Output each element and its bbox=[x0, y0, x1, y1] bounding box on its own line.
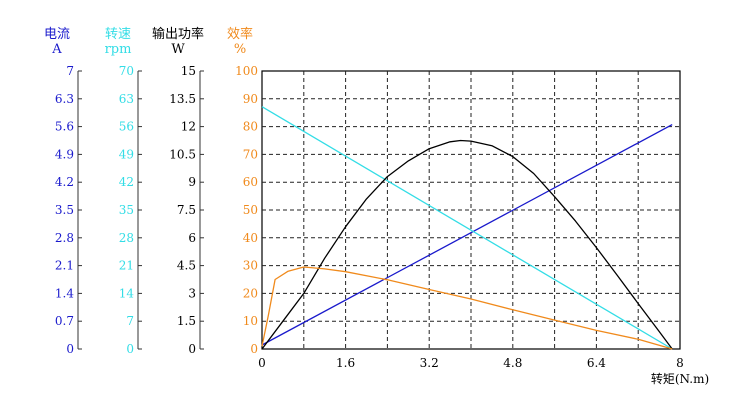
y-tick-label-speed: 35 bbox=[119, 203, 134, 217]
y-tick-label-power: 3 bbox=[188, 286, 196, 300]
series-line-speed bbox=[261, 106, 673, 350]
y-axis-unit-power: W bbox=[171, 42, 185, 57]
y-tick-label-current: 0.7 bbox=[55, 314, 74, 328]
y-tick-label-efficiency: 100 bbox=[235, 64, 258, 78]
y-tick-label-current: 1.4 bbox=[55, 286, 74, 300]
y-tick-label-power: 12 bbox=[181, 120, 196, 134]
y-axis-unit-current: A bbox=[51, 42, 62, 57]
x-tick-label: 1.6 bbox=[336, 356, 355, 370]
y-tick-label-power: 13.5 bbox=[169, 92, 196, 106]
y-axis-title-speed: 转速 bbox=[105, 27, 131, 42]
y-tick-label-speed: 49 bbox=[119, 147, 134, 161]
y-tick-label-efficiency: 70 bbox=[243, 147, 258, 161]
y-tick-label-power: 7.5 bbox=[177, 203, 196, 217]
y-tick-label-speed: 70 bbox=[119, 64, 134, 78]
y-tick-label-efficiency: 0 bbox=[250, 342, 258, 356]
plot-frame bbox=[261, 70, 681, 350]
y-tick-label-efficiency: 20 bbox=[243, 286, 258, 300]
x-tick-label: 6.4 bbox=[587, 356, 606, 370]
y-tick-label-speed: 14 bbox=[119, 286, 135, 300]
y-axis-unit-efficiency: % bbox=[234, 42, 246, 57]
y-tick-label-efficiency: 10 bbox=[243, 314, 258, 328]
x-tick-label: 3.2 bbox=[420, 356, 439, 370]
y-tick-label-efficiency: 60 bbox=[243, 175, 258, 189]
x-tick-label: 0 bbox=[258, 356, 266, 370]
y-tick-label-power: 9 bbox=[188, 175, 196, 189]
y-axis-title-power: 输出功率 bbox=[152, 26, 204, 42]
y-tick-label-speed: 21 bbox=[119, 259, 134, 273]
x-axis: 0 1.6 3.2 4.8 6.4 8转矩(N.m) bbox=[258, 356, 709, 386]
y-axis-title-current: 电流 bbox=[44, 27, 70, 42]
y-tick-label-power: 10.5 bbox=[169, 147, 196, 161]
y-axis-title-efficiency: 效率 bbox=[227, 26, 253, 42]
y-tick-label-current: 3.5 bbox=[55, 203, 74, 217]
x-tick-label: 8 bbox=[676, 356, 684, 370]
y-tick-label-current: 6.3 bbox=[55, 92, 74, 106]
y-tick-label-current: 4.9 bbox=[55, 147, 74, 161]
y-axis-unit-speed: rpm bbox=[105, 42, 132, 57]
series-line-current bbox=[261, 124, 673, 346]
plot-area bbox=[261, 70, 681, 350]
series-lines bbox=[261, 106, 673, 350]
y-tick-label-speed: 0 bbox=[126, 342, 134, 356]
y-tick-label-current: 4.2 bbox=[55, 175, 74, 189]
series-line-efficiency bbox=[261, 266, 673, 350]
y-tick-label-efficiency: 80 bbox=[243, 120, 258, 134]
y-tick-label-efficiency: 50 bbox=[243, 203, 258, 217]
y-axis-efficiency: 效率% 0 10 20 30 40 50 60 70 80 90 100 bbox=[227, 26, 258, 356]
y-tick-label-speed: 28 bbox=[119, 231, 134, 245]
x-tick-label: 4.8 bbox=[503, 356, 522, 370]
y-tick-label-efficiency: 90 bbox=[243, 92, 258, 106]
y-tick-label-speed: 56 bbox=[119, 120, 134, 134]
y-tick-label-efficiency: 40 bbox=[243, 231, 258, 245]
y-tick-label-current: 7 bbox=[66, 64, 74, 78]
y-tick-label-power: 15 bbox=[181, 64, 196, 78]
y-tick-label-current: 5.6 bbox=[55, 120, 74, 134]
x-axis-label: 转矩(N.m) bbox=[651, 371, 709, 386]
y-tick-label-efficiency: 30 bbox=[243, 259, 258, 273]
y-tick-label-current: 2.1 bbox=[55, 259, 74, 273]
y-tick-label-power: 6 bbox=[188, 231, 196, 245]
y-tick-label-power: 1.5 bbox=[177, 314, 196, 328]
y-tick-label-power: 0 bbox=[188, 342, 196, 356]
y-axis-current: 电流A 0 0.7 1.4 2.1 2.8 3.5 4.2 4.9 5.6 6.3 7 bbox=[44, 27, 82, 356]
series-line-power bbox=[261, 139, 673, 350]
y-tick-label-power: 4.5 bbox=[177, 259, 196, 273]
y-tick-label-speed: 63 bbox=[119, 92, 134, 106]
y-tick-label-current: 2.8 bbox=[55, 231, 74, 245]
y-tick-label-current: 0 bbox=[66, 342, 74, 356]
y-tick-label-speed: 7 bbox=[126, 314, 134, 328]
y-tick-label-speed: 42 bbox=[119, 175, 134, 189]
